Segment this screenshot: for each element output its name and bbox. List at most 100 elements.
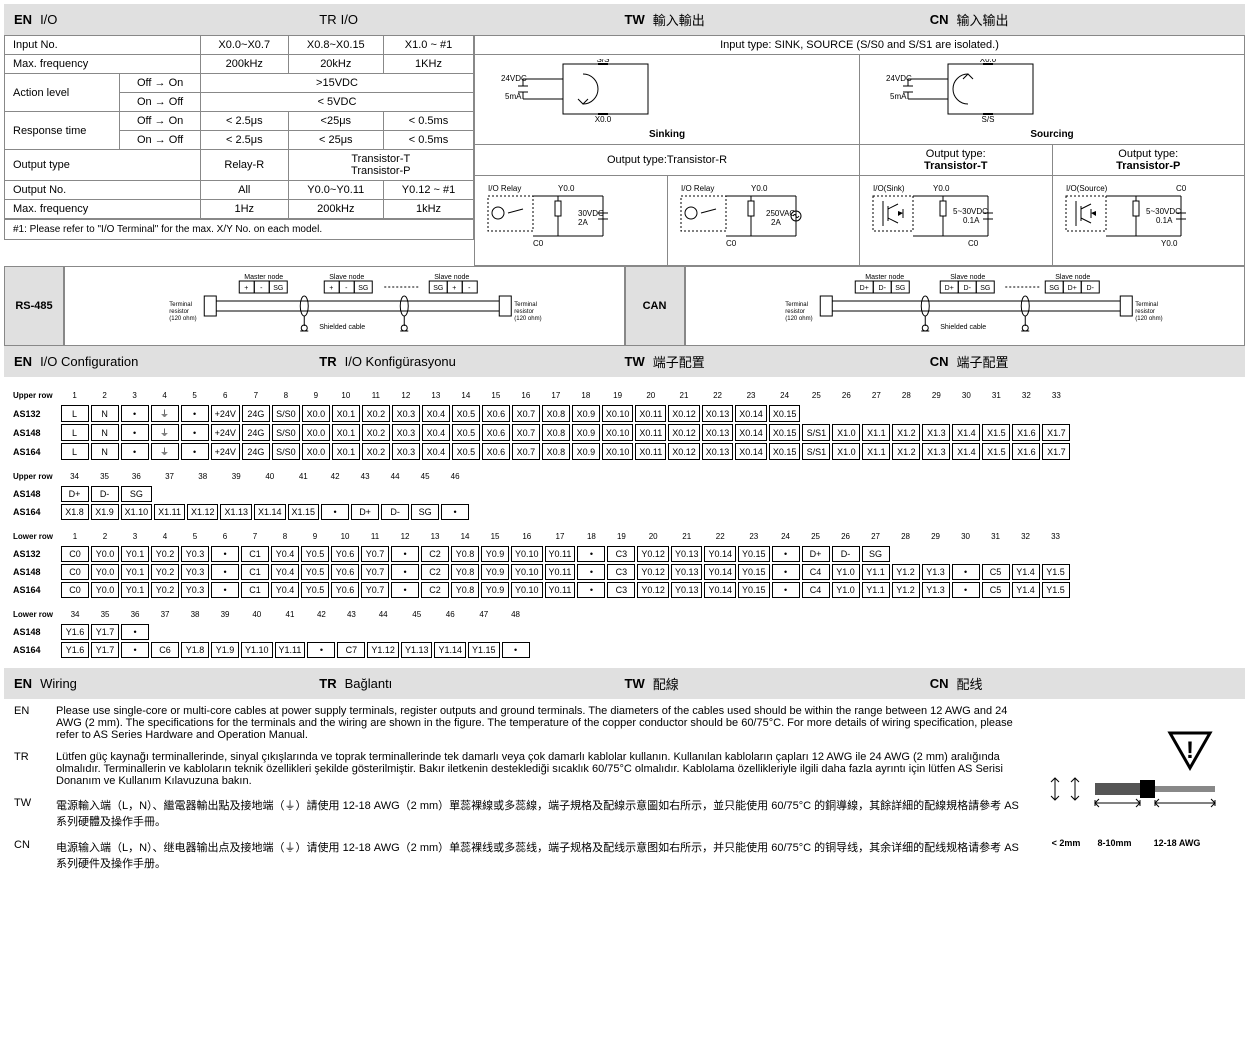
terminal-cell: +24V	[211, 443, 240, 460]
terminal-cell: X1.6	[1012, 424, 1040, 441]
out-tr-header: Output type:Transistor-R	[475, 145, 860, 176]
terminal-cell: Y0.10	[511, 564, 543, 580]
terminal-cell: Y0.13	[671, 564, 703, 580]
terminal-cell: N	[91, 405, 119, 422]
terminal-cell: ⏚	[151, 443, 179, 460]
terminal-cell: X0.0	[302, 424, 330, 441]
svg-text:SG: SG	[1049, 285, 1059, 292]
terminal-cell: Y0.7	[361, 546, 389, 562]
terminal-cell: •	[121, 443, 149, 460]
terminal-cell: Y0.10	[511, 546, 543, 562]
terminal-cell: X0.15	[769, 405, 801, 422]
relay-ac-diagram: I/O Relay Y0.0 250VA	[667, 176, 860, 266]
output-no-label: Output No.	[5, 181, 201, 200]
off-on-val: >15VDC	[200, 74, 473, 93]
svg-text:Terminal: Terminal	[1135, 302, 1158, 308]
terminal-cell: X0.10	[602, 443, 634, 460]
terminal-cell: Y0.11	[545, 582, 576, 598]
wiring-en-text: Please use single-core or multi-core cab…	[48, 701, 1035, 745]
terminal-cell: Y0.3	[181, 564, 209, 580]
terminal-cell: L	[61, 405, 89, 422]
terminal-cell: X1.8	[61, 504, 89, 520]
svg-text:0.1A: 0.1A	[1156, 216, 1173, 225]
wiring-tw-text: 電源輸入端（L，N）、繼電器輸出點及接地端（⏚）請使用 12-18 AWG（2 …	[48, 793, 1035, 833]
terminal-cell: Y1.2	[892, 582, 920, 598]
svg-text:I/O(Source): I/O(Source)	[1066, 184, 1108, 193]
svg-text:X0.0: X0.0	[595, 115, 612, 124]
svg-text:Shielded cable: Shielded cable	[319, 324, 365, 331]
terminal-cell: X1.15	[288, 504, 320, 520]
terminal-cell: X0.2	[362, 443, 390, 460]
wiring-tr-text: Lütfen güç kaynağı terminallerinde, siny…	[48, 747, 1035, 791]
rt-off-on-1: <25μs	[288, 112, 383, 131]
terminal-cell: 24G	[242, 424, 270, 441]
terminal-cell: X0.11	[635, 424, 666, 441]
svg-text:C0: C0	[726, 239, 737, 248]
terminal-cell: Y0.11	[545, 564, 576, 580]
action-level-label: Action level	[5, 74, 120, 112]
svg-text:Y0.0: Y0.0	[558, 184, 575, 193]
svg-text:(120 ohm): (120 ohm)	[169, 316, 196, 322]
input-type-header: Input type: SINK, SOURCE (S/S0 and S/S1 …	[475, 36, 1245, 55]
terminal-cell: C3	[607, 546, 635, 562]
svg-text:(120 ohm): (120 ohm)	[514, 316, 541, 322]
terminal-cell: X0.11	[635, 443, 666, 460]
terminal-cell: •	[181, 424, 209, 441]
terminal-cell: Y1.15	[468, 642, 500, 658]
terminal-cell: Y1.7	[91, 642, 119, 658]
terminal-cell: •	[181, 405, 209, 422]
terminal-cell: X0.13	[702, 424, 734, 441]
terminal-cell: Y1.5	[1042, 564, 1070, 580]
svg-text:2A: 2A	[578, 218, 588, 227]
svg-text:Slave node: Slave node	[329, 274, 364, 281]
terminal-cell: S/S0	[272, 443, 300, 460]
terminal-cell: Y1.1	[862, 564, 890, 580]
terminal-cell: X1.4	[952, 424, 980, 441]
on-off-val: < 5VDC	[200, 93, 473, 112]
terminal-cell: +24V	[211, 424, 240, 441]
terminal-cell: X0.7	[512, 424, 540, 441]
rt-off-on-label: Off → On	[120, 112, 201, 131]
svg-text:-: -	[345, 285, 348, 292]
terminal-cell: X0.2	[362, 405, 390, 422]
terminal-cell: •	[321, 504, 349, 520]
source-diagram: I/O(Source) C0	[1052, 176, 1245, 266]
terminal-cell: Y1.8	[181, 642, 209, 658]
response-time-label: Response time	[5, 112, 120, 150]
terminal-cell: •	[121, 624, 149, 640]
terminal-cell: Y0.5	[301, 546, 329, 562]
svg-text:SG: SG	[273, 285, 283, 292]
terminal-cell: Y0.12	[637, 582, 669, 598]
svg-text:S/S: S/S	[982, 115, 995, 124]
relay-dc-diagram: I/O Relay Y0.0 30VDC	[475, 176, 668, 266]
terminal-cell: X1.9	[91, 504, 119, 520]
terminal-cell: C3	[607, 564, 635, 580]
wiring-cn-lang: CN	[6, 835, 46, 875]
terminal-cell: D+	[351, 504, 379, 520]
en-text: I/O	[40, 12, 57, 27]
terminal-cell: X0.0	[302, 443, 330, 460]
svg-text:Y0.0: Y0.0	[751, 184, 768, 193]
terminal-cell: Y0.3	[181, 546, 209, 562]
lower-terminal-table: Lower row1234567891011121314151617181920…	[8, 526, 1072, 600]
terminal-cell: Y0.0	[91, 582, 119, 598]
output-no-2: Y0.12 ~ #1	[384, 181, 474, 200]
terminal-cell: Y0.6	[331, 582, 359, 598]
terminal-cell: X0.1	[332, 405, 360, 422]
terminal-cell: X0.3	[392, 405, 420, 422]
terminal-cell: X0.4	[422, 424, 450, 441]
rt-off-on-2: < 0.5ms	[384, 112, 474, 131]
terminal-cell: Y1.0	[832, 582, 860, 598]
terminal-cell: X0.13	[702, 443, 734, 460]
terminal-cell: Y1.11	[275, 642, 306, 658]
sink-diagram: I/O(Sink) Y0.0	[860, 176, 1053, 266]
svg-text:5~30VDC: 5~30VDC	[953, 207, 988, 216]
svg-text:resistor: resistor	[1135, 309, 1155, 315]
terminal-cell: L	[61, 443, 89, 460]
svg-text:-: -	[468, 285, 471, 292]
terminal-cell: Y0.13	[671, 582, 703, 598]
terminal-cell: X1.6	[1012, 443, 1040, 460]
terminal-cell: X1.0	[832, 424, 860, 441]
terminal-cell: Y0.4	[271, 546, 299, 562]
terminal-cell: S/S0	[272, 405, 300, 422]
